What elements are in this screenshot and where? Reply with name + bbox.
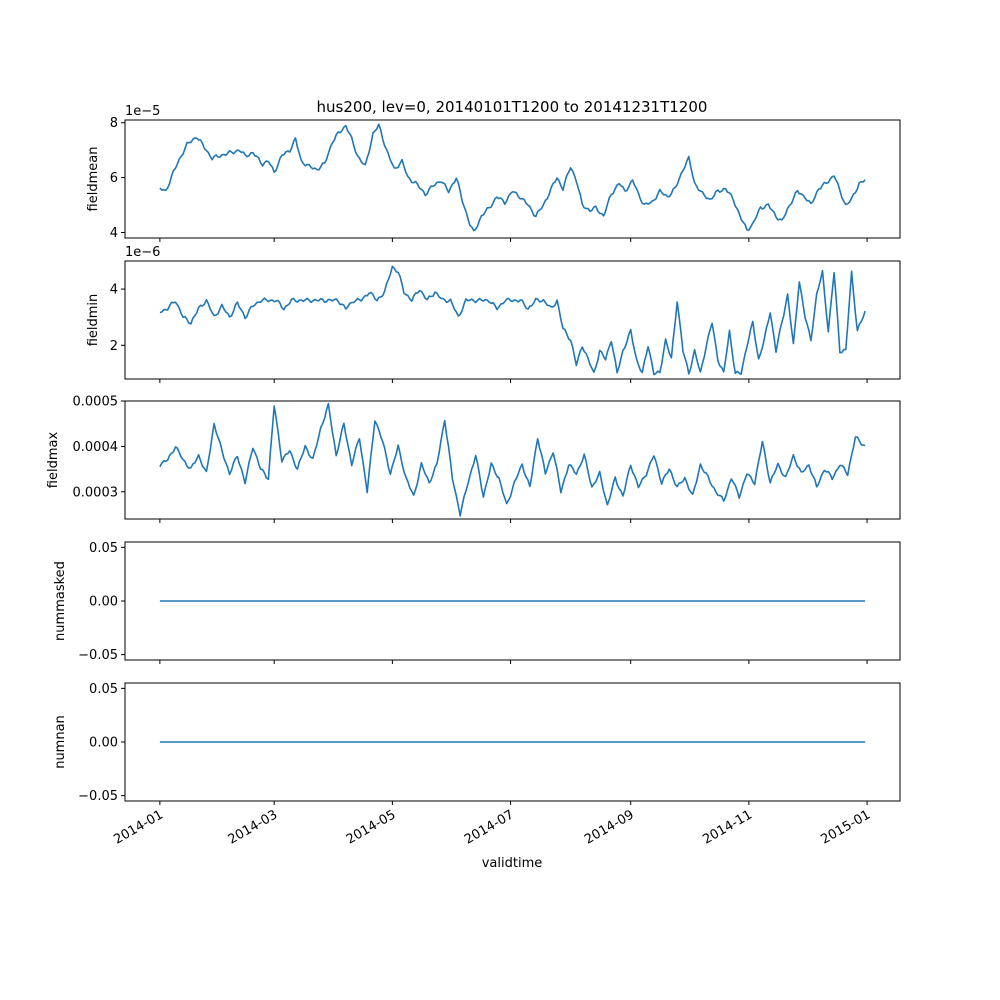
y-tick-label: 0.05 [89, 541, 118, 556]
axes-frame [124, 400, 901, 520]
subplot-fieldmax: 0.0003 0.0004 0.0005 fieldmax [46, 395, 901, 523]
axes-frame [124, 119, 901, 239]
y-tick-label: −0.05 [78, 789, 118, 804]
axes-frame [124, 260, 901, 380]
y-tick-label: 0.05 [89, 682, 118, 697]
y-tick-label: 0.0005 [73, 395, 119, 410]
subplot-fieldmin: 2 4 fieldmin 1e−6 [86, 245, 901, 383]
y-axis-label: nummasked [53, 561, 68, 641]
series-line-fieldmean [159, 123, 866, 232]
y-tick-label: −0.05 [78, 648, 118, 663]
y-tick-label: 4 [110, 283, 118, 298]
y-axis-label: fieldmean [86, 147, 101, 212]
y-tick-label: 2 [110, 339, 118, 354]
y-tick-label: 0.0003 [73, 485, 119, 500]
y-axis-label: fieldmax [46, 432, 61, 489]
subplot-fieldmean: 4 6 8 fieldmean 1e−5 [86, 104, 901, 242]
y-axis-label: fieldmin [86, 294, 101, 347]
y-axis-label: numnan [53, 715, 68, 769]
y-tick-label: 0.0004 [73, 440, 119, 455]
series-line-fieldmax [159, 402, 866, 517]
y-tick-label: 6 [110, 171, 118, 186]
subplot-nummasked: −0.05 0.00 0.05 nummasked [53, 541, 901, 664]
figure-title: hus200, lev=0, 20140101T1200 to 20141231… [317, 98, 708, 116]
series-line-fieldmin [159, 265, 866, 376]
x-axis-label: validtime [482, 856, 543, 871]
y-tick-label: 0.00 [89, 736, 118, 751]
y-tick-label: 8 [110, 116, 118, 131]
y-offset-text: 1e−5 [125, 104, 160, 119]
y-tick-label: 0.00 [89, 595, 118, 610]
y-offset-text: 1e−6 [125, 245, 160, 260]
y-tick-label: 4 [110, 226, 118, 241]
